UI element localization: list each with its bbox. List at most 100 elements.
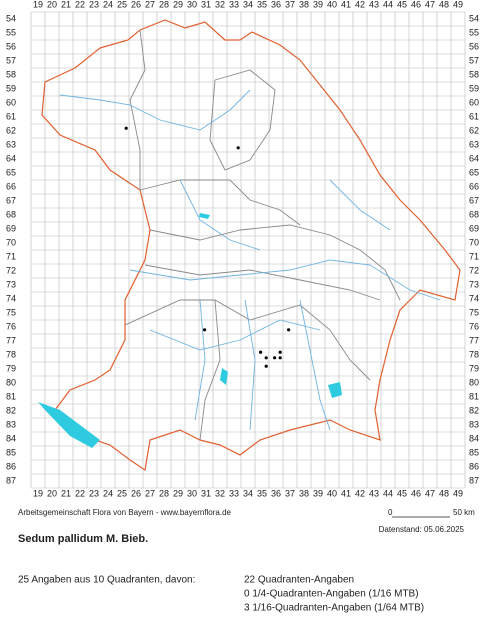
row-label: 80: [469, 377, 479, 387]
row-label: 57: [469, 55, 479, 65]
column-label: 48: [439, 0, 449, 9]
row-label: 80: [6, 377, 16, 387]
row-label: 67: [469, 195, 479, 205]
record-point: [236, 146, 240, 150]
column-label: 25: [117, 488, 127, 498]
column-label: 19: [33, 488, 43, 498]
row-label: 58: [6, 69, 16, 79]
row-label: 87: [469, 475, 479, 485]
column-label: 40: [327, 488, 337, 498]
district-borders: [124, 29, 401, 441]
column-label: 29: [173, 488, 183, 498]
column-label: 21: [61, 0, 71, 9]
column-label: 44: [383, 0, 393, 9]
row-label: 86: [469, 461, 479, 471]
row-label: 85: [469, 447, 479, 457]
summary-line: 0 1/4-Quadranten-Angaben (1/16 MTB): [244, 589, 419, 600]
column-label: 26: [131, 488, 141, 498]
row-label: 75: [469, 307, 479, 317]
column-label: 47: [425, 488, 435, 498]
row-label: 81: [6, 391, 16, 401]
row-label: 60: [6, 97, 16, 107]
column-label: 20: [47, 0, 57, 9]
column-label: 31: [201, 0, 211, 9]
column-label: 36: [271, 488, 281, 498]
record-point: [203, 328, 207, 332]
row-label: 84: [6, 433, 16, 443]
column-label: 41: [341, 0, 351, 9]
row-label: 63: [6, 139, 16, 149]
points: [124, 126, 291, 368]
column-label: 19: [33, 0, 43, 9]
row-label: 68: [6, 209, 16, 219]
column-label: 35: [257, 488, 267, 498]
column-label: 41: [341, 488, 351, 498]
column-label: 43: [369, 0, 379, 9]
column-label: 43: [369, 488, 379, 498]
row-label: 74: [6, 293, 16, 303]
column-label: 33: [229, 0, 239, 9]
row-label: 79: [6, 363, 16, 373]
row-label: 66: [6, 181, 16, 191]
column-label: 42: [355, 0, 365, 9]
date: Datenstand: 05.06.2025: [379, 525, 465, 534]
row-label: 59: [6, 83, 16, 93]
rivers: [59, 89, 441, 431]
row-label: 67: [6, 195, 16, 205]
row-label: 56: [469, 41, 479, 51]
row-label: 71: [469, 251, 479, 261]
column-label: 39: [313, 0, 323, 9]
row-label: 85: [6, 447, 16, 457]
record-point: [278, 356, 282, 360]
column-label: 25: [117, 0, 127, 9]
column-label: 24: [103, 488, 113, 498]
row-label: 77: [6, 335, 16, 345]
row-label: 77: [469, 335, 479, 345]
row-label: 76: [469, 321, 479, 331]
credit: Arbeitsgemeinschaft Flora von Bayern - w…: [18, 508, 232, 517]
row-label: 62: [469, 125, 479, 135]
column-label: 38: [299, 488, 309, 498]
row-label: 61: [469, 111, 479, 121]
record-point: [287, 328, 291, 332]
row-label: 71: [6, 251, 16, 261]
row-label: 78: [6, 349, 16, 359]
column-label: 27: [145, 0, 155, 9]
column-label: 22: [75, 0, 85, 9]
column-label: 35: [257, 0, 267, 9]
column-label: 31: [201, 488, 211, 498]
column-label: 22: [75, 488, 85, 498]
row-label: 68: [469, 209, 479, 219]
summary-line: 22 Quadranten-Angaben: [244, 575, 354, 586]
row-label: 60: [469, 97, 479, 107]
row-label: 69: [469, 223, 479, 233]
row-label: 81: [469, 391, 479, 401]
row-label: 82: [6, 405, 16, 415]
row-label: 62: [6, 125, 16, 135]
column-label: 37: [285, 0, 295, 9]
row-label: 72: [469, 265, 479, 275]
row-label: 57: [6, 55, 16, 65]
row-label: 74: [469, 293, 479, 303]
row-label: 55: [469, 27, 479, 37]
column-label: 46: [411, 488, 421, 498]
column-label: 27: [145, 488, 155, 498]
record-point: [124, 126, 128, 130]
row-label: 64: [469, 153, 479, 163]
record-point: [278, 350, 282, 354]
row-label: 65: [469, 167, 479, 177]
column-label: 33: [229, 488, 239, 498]
state-border: [41, 19, 461, 472]
column-label: 24: [103, 0, 113, 9]
column-label: 34: [243, 488, 253, 498]
row-label: 63: [469, 139, 479, 149]
record-point: [264, 364, 268, 368]
scale-end: 50 km: [453, 508, 475, 517]
column-label: 39: [313, 488, 323, 498]
row-label: 72: [6, 265, 16, 275]
row-label: 56: [6, 41, 16, 51]
row-label: 69: [6, 223, 16, 233]
row-label: 79: [469, 363, 479, 373]
